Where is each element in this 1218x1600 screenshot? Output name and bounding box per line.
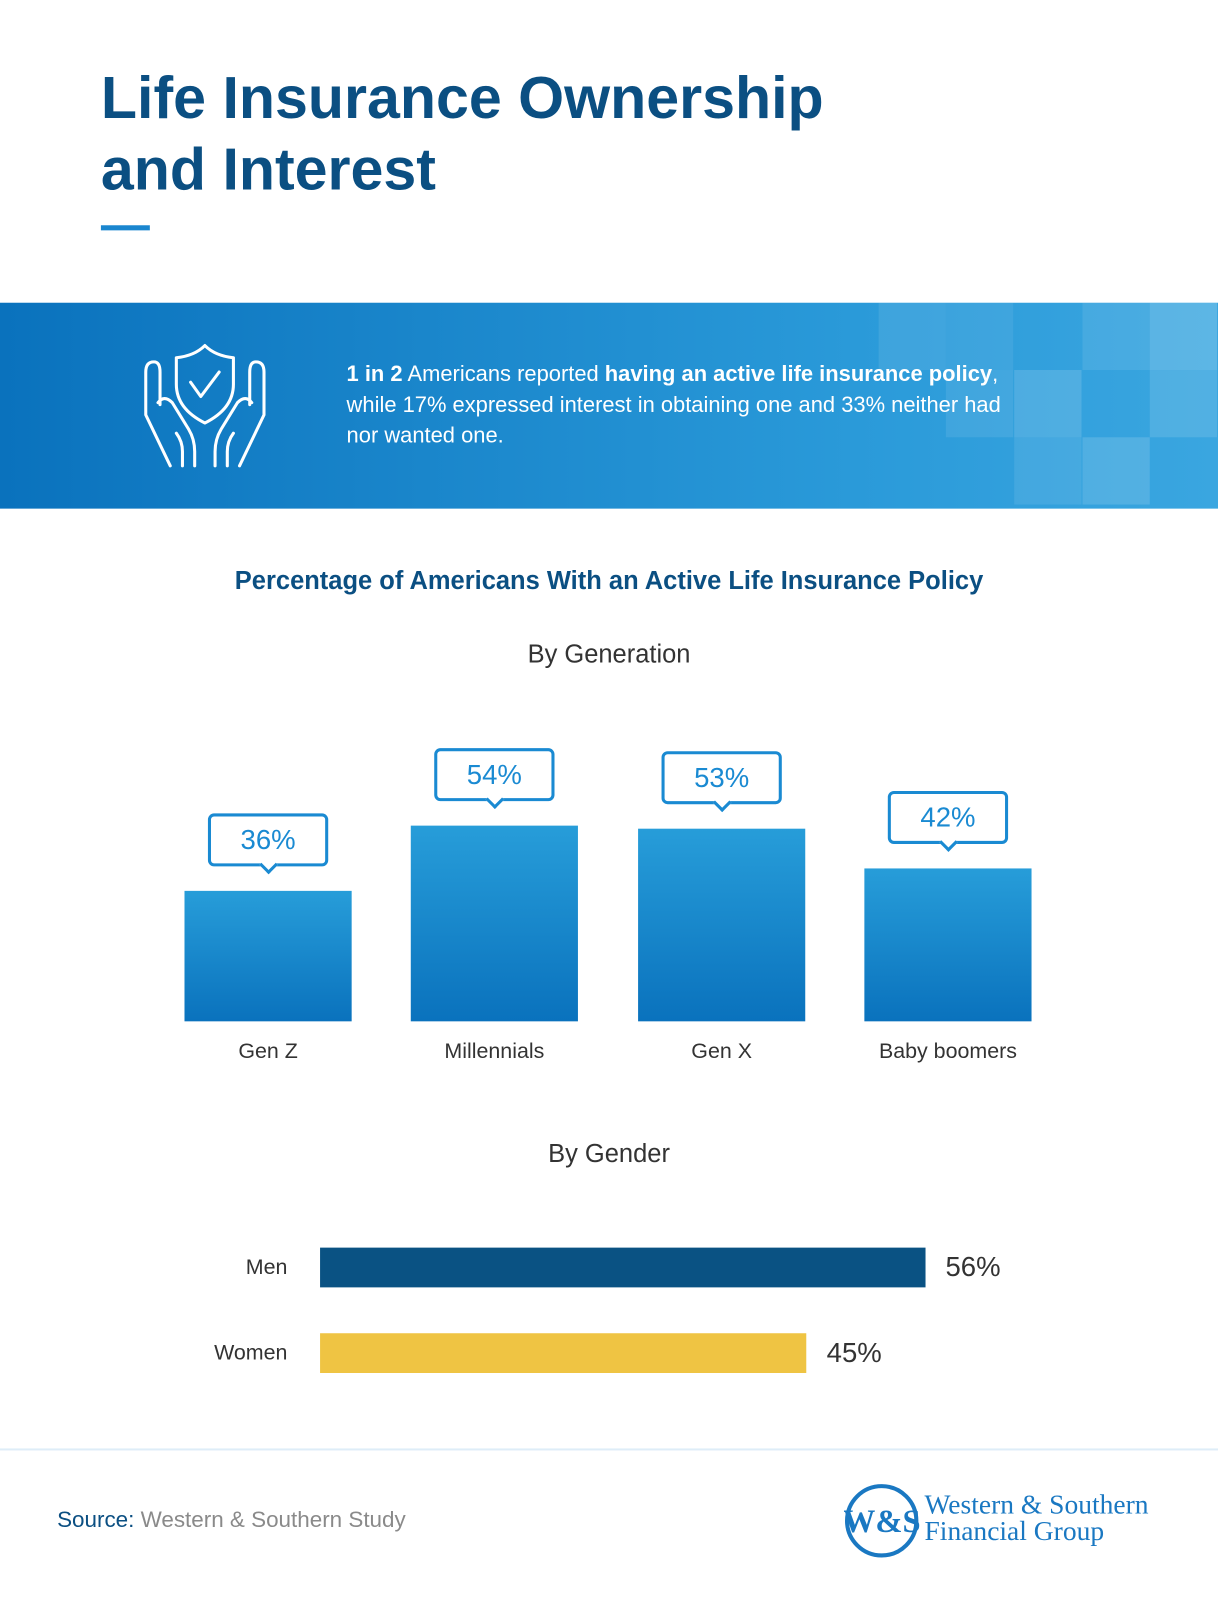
hbar-1: [320, 1333, 807, 1373]
category-label: Men: [245, 1255, 288, 1280]
bar-0: [184, 890, 352, 1022]
data-label: 42%: [887, 791, 1009, 845]
data-label: 56%: [945, 1251, 1001, 1283]
data-label: 36%: [207, 813, 329, 867]
title-underline: [100, 225, 150, 231]
gender-subtitle: By Gender: [548, 1139, 670, 1169]
title-line-1: Life Insurance Ownership: [100, 65, 824, 132]
page-title: Life Insurance Ownership and Interest: [101, 63, 824, 206]
source-note: Source: Western & Southern Study: [57, 1506, 406, 1533]
category-label: Millennials: [444, 1039, 545, 1064]
title-line-2: and Interest: [100, 136, 437, 203]
hands-holding-shield-check-icon: [144, 344, 266, 468]
category-label: Women: [214, 1341, 288, 1365]
summary-banner: 1 in 2 Americans reported having an acti…: [0, 302, 1218, 509]
generation-subtitle: By Generation: [527, 640, 691, 669]
category-label: Gen Z: [238, 1039, 298, 1064]
western-southern-logo-mark: W&S: [844, 1484, 919, 1558]
chart-title: Percentage of Americans With an Active L…: [234, 566, 984, 596]
category-label: Gen X: [691, 1039, 753, 1064]
data-label: 45%: [826, 1337, 882, 1368]
summary-text: 1 in 2 Americans reported having an acti…: [346, 361, 1001, 448]
bar-3: [864, 868, 1032, 1022]
bar-1: [410, 825, 578, 1022]
data-label: 53%: [661, 751, 782, 805]
footer-divider: [0, 1448, 1218, 1451]
data-label: 54%: [434, 747, 555, 801]
logo-wordmark: Western & Southern Financial Group: [924, 1489, 1149, 1547]
category-label: Baby boomers: [878, 1039, 1017, 1064]
bar-2: [638, 829, 806, 1022]
svg-text:W&S: W&S: [844, 1504, 919, 1540]
hbar-0: [320, 1247, 926, 1288]
